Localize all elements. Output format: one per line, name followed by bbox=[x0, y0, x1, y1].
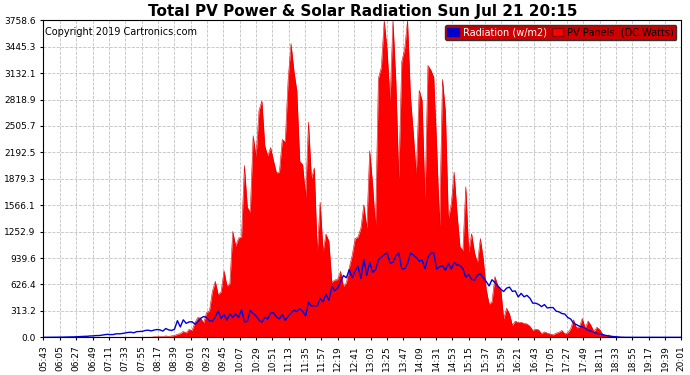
Legend: Radiation (w/m2), PV Panels  (DC Watts): Radiation (w/m2), PV Panels (DC Watts) bbox=[445, 25, 676, 40]
Title: Total PV Power & Solar Radiation Sun Jul 21 20:15: Total PV Power & Solar Radiation Sun Jul… bbox=[148, 4, 577, 19]
Text: Copyright 2019 Cartronics.com: Copyright 2019 Cartronics.com bbox=[45, 27, 197, 37]
